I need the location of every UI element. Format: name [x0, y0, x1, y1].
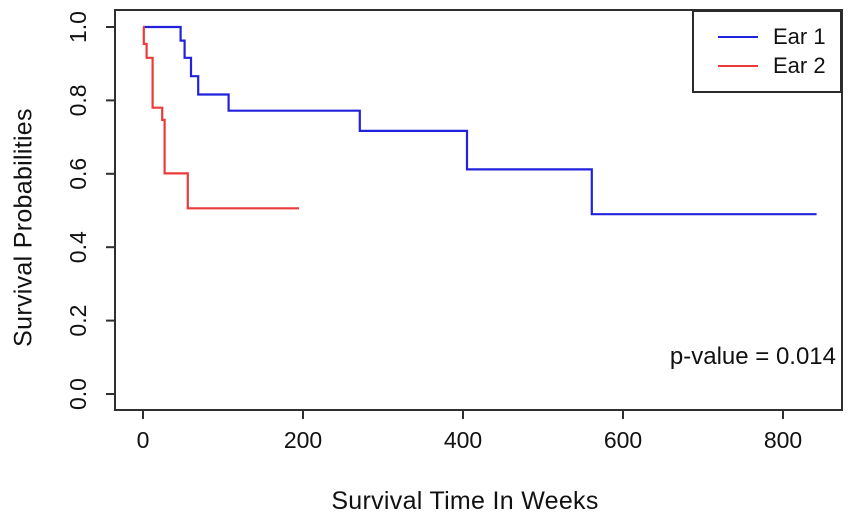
survival-curve-ear-1 — [143, 25, 817, 216]
legend: Ear 1 Ear 2 — [692, 10, 842, 93]
x-tick-label: 0 — [137, 427, 150, 453]
plot-box — [114, 9, 843, 411]
survival-curve-ear-2 — [142, 25, 299, 210]
y-tick-label: 0.4 — [65, 231, 91, 263]
x-tick-label: 600 — [604, 427, 642, 453]
legend-item-ear2: Ear 2 — [718, 53, 840, 78]
ear1-line-swatch — [718, 36, 758, 38]
y-tick-label: 0.8 — [65, 84, 91, 116]
y-tick-label: 0.2 — [65, 305, 91, 337]
y-axis-title: Survival Probabilities — [9, 108, 38, 347]
y-tick-label: 0.6 — [65, 158, 91, 190]
y-tick-label: 1.0 — [65, 11, 91, 43]
x-tick-label: 400 — [444, 427, 482, 453]
p-value-annotation: p-value = 0.014 — [669, 343, 836, 370]
y-tick-label: 0.0 — [65, 378, 91, 410]
legend-label-ear1: Ear 1 — [773, 24, 826, 49]
x-tick-label: 200 — [284, 427, 322, 453]
ear2-line-swatch — [718, 65, 758, 67]
x-tick-label: 800 — [764, 427, 802, 453]
legend-item-ear1: Ear 1 — [718, 24, 840, 49]
legend-label-ear2: Ear 2 — [773, 53, 826, 78]
x-axis-title: Survival Time In Weeks — [331, 487, 599, 515]
